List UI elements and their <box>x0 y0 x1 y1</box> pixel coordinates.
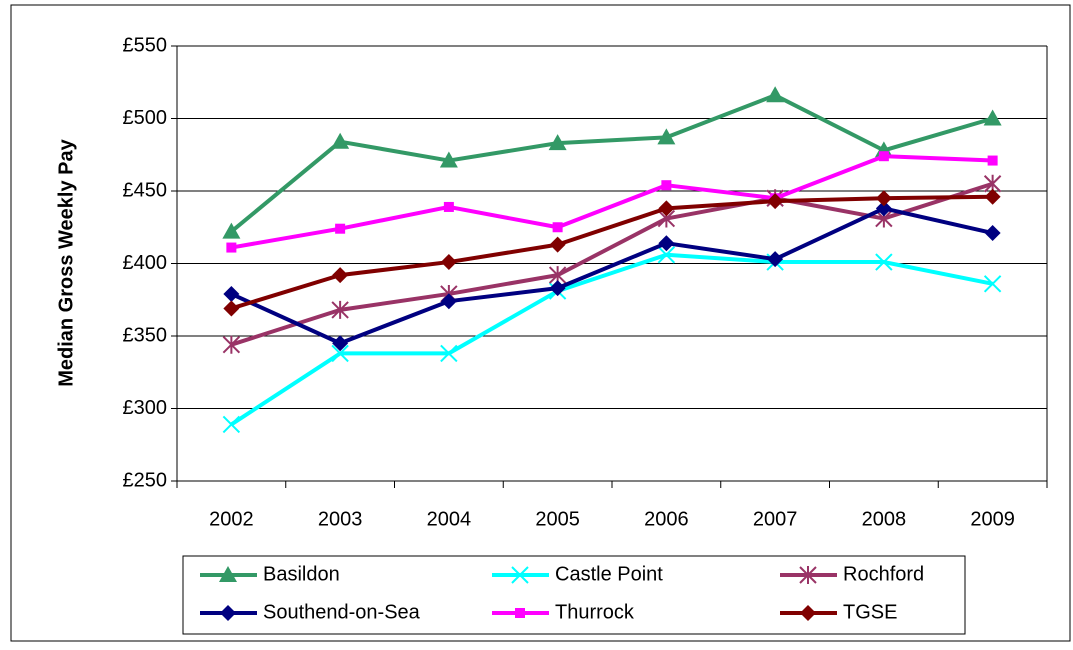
legend-marker <box>219 566 237 582</box>
data-point <box>549 236 566 253</box>
legend-label: Thurrock <box>555 601 635 623</box>
y-tick-label: £450 <box>123 179 168 201</box>
x-tick-label: 2009 <box>970 508 1015 530</box>
legend-label: TGSE <box>843 601 897 623</box>
data-point <box>766 86 785 103</box>
legend-box <box>182 555 966 635</box>
y-tick-label: £250 <box>123 469 168 491</box>
series-line <box>230 194 993 311</box>
x-tick-label: 2005 <box>535 508 580 530</box>
data-point <box>549 280 566 297</box>
data-point <box>767 193 784 210</box>
data-point <box>332 267 349 284</box>
legend-label: Rochford <box>843 563 924 585</box>
data-point <box>657 246 676 264</box>
data-point <box>875 200 892 217</box>
data-point <box>658 200 675 217</box>
data-point <box>331 132 350 149</box>
data-point <box>222 415 241 434</box>
data-point <box>661 180 672 191</box>
data-point <box>222 335 241 354</box>
y-tick-label: £500 <box>123 107 168 129</box>
data-point <box>331 344 349 363</box>
legend-marker <box>800 605 816 621</box>
x-tick-label: 2006 <box>644 508 689 530</box>
data-point <box>332 335 349 352</box>
data-point <box>658 235 675 252</box>
x-tick-label: 2003 <box>318 508 363 530</box>
y-axis-title: Median Gross Weekly Pay <box>55 138 77 386</box>
legend-marker <box>220 605 236 621</box>
data-point <box>983 275 1002 293</box>
data-point <box>983 109 1002 126</box>
legend-marker <box>515 608 525 618</box>
data-point <box>878 151 889 162</box>
data-point <box>548 134 567 151</box>
y-tick-label: £400 <box>123 252 168 274</box>
series-line <box>230 93 994 234</box>
data-point <box>657 128 676 145</box>
legend-marker <box>511 566 529 584</box>
data-point <box>984 225 1001 242</box>
y-tick-label: £300 <box>123 397 168 419</box>
data-point <box>875 190 892 207</box>
x-tick-label: 2004 <box>427 508 472 530</box>
data-point <box>222 222 241 239</box>
series-line <box>230 206 994 346</box>
x-tick-label: 2008 <box>862 508 907 530</box>
x-tick-label: 2007 <box>753 508 798 530</box>
data-point <box>440 254 457 271</box>
data-point <box>875 253 893 271</box>
data-point <box>335 223 346 234</box>
series-line <box>230 252 994 427</box>
data-point <box>987 155 998 166</box>
y-tick-label: £550 <box>123 34 168 56</box>
legend-label: Castle Point <box>555 563 663 585</box>
data-point <box>439 151 458 168</box>
x-tick-label: 2002 <box>209 508 254 530</box>
data-point <box>552 222 563 233</box>
data-point <box>443 201 454 212</box>
chart-border <box>10 4 1071 642</box>
data-point <box>984 188 1001 205</box>
data-point <box>223 285 240 302</box>
data-point <box>223 300 240 317</box>
legend-label: Basildon <box>263 563 340 585</box>
legend-label: Southend-on-Sea <box>263 601 421 623</box>
series-line <box>231 154 993 250</box>
y-tick-label: £350 <box>123 324 168 346</box>
data-point <box>226 242 237 253</box>
data-point <box>440 293 457 310</box>
data-point <box>440 344 458 363</box>
data-point <box>331 300 349 319</box>
data-point <box>767 251 784 268</box>
legend-marker <box>799 566 817 584</box>
